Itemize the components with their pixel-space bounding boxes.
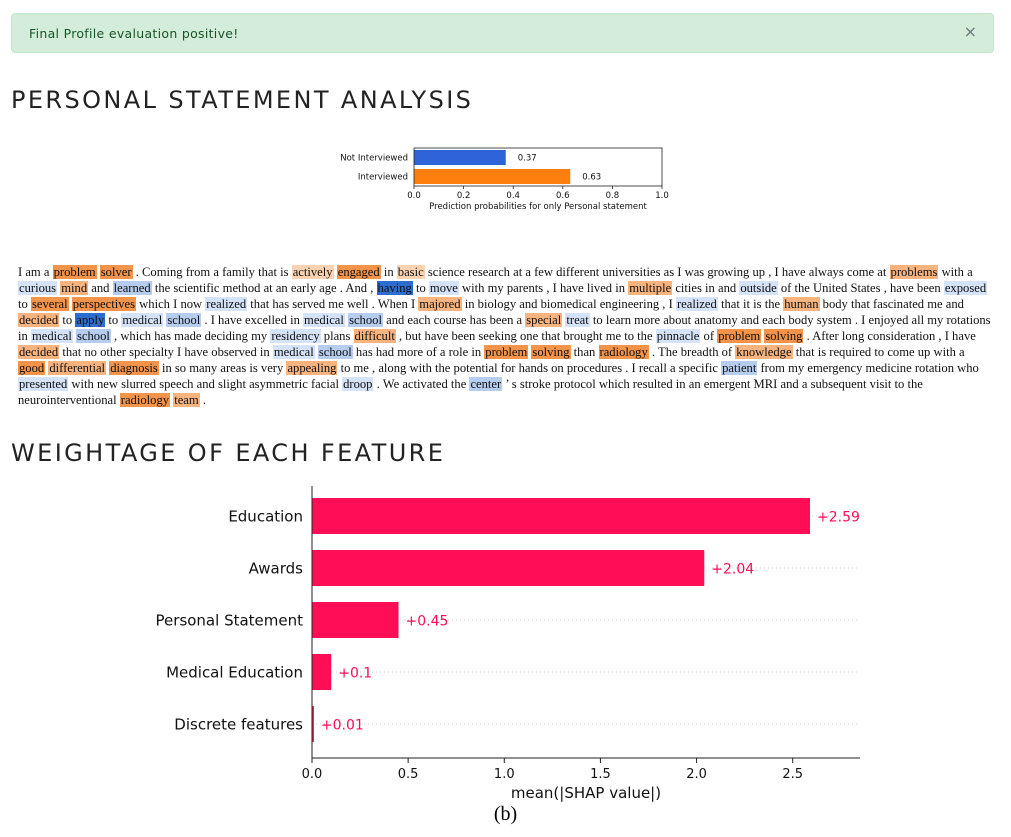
section-title-personal-statement: PERSONAL STATEMENT ANALYSIS [11, 86, 474, 114]
prediction-probability-chart: Not Interviewed 0.37 Interviewed 0.63 0.0 0.2… [340, 147, 669, 212]
highlighted-word: several [30, 297, 69, 311]
shap-bar [312, 706, 314, 742]
highlighted-word: droop [342, 377, 374, 391]
prob-value-label: 0.63 [582, 173, 601, 183]
highlighted-word: realized [205, 297, 248, 311]
highlighted-word: multiple [628, 281, 673, 295]
shap-bar [312, 654, 332, 690]
prob-bar [414, 150, 506, 165]
prob-x-tick-label: 0.8 [606, 191, 620, 201]
shap-x-axis-label: mean(|SHAP value|) [511, 784, 661, 802]
highlighted-word: curious [18, 281, 58, 295]
highlighted-word: majored [418, 297, 462, 311]
prob-category-label: Interviewed [358, 173, 408, 183]
shap-value-label: +0.1 [338, 666, 372, 682]
highlighted-word: learned [112, 281, 152, 295]
highlighted-word: pinnacle [655, 329, 701, 343]
highlighted-word: medical [272, 345, 315, 359]
highlighted-word: decided [18, 345, 60, 359]
highlighted-word: diagnosis [109, 361, 159, 375]
highlighted-word: treat [565, 313, 590, 327]
highlighted-word: problem [484, 345, 529, 359]
highlighted-word: problem [717, 329, 762, 343]
highlighted-word: school [348, 313, 383, 327]
highlighted-word: knowledge [735, 345, 793, 359]
shap-x-tick-label: 2.0 [686, 767, 707, 782]
highlighted-word: medical [121, 313, 164, 327]
highlighted-word: residency [270, 329, 321, 343]
highlighted-word: presented [18, 377, 69, 391]
highlighted-word: outside [739, 281, 778, 295]
shap-value-label: +0.45 [406, 614, 449, 630]
shap-value-label: +2.04 [711, 562, 754, 578]
shap-feature-label: Discrete features [174, 716, 303, 734]
shap-bar [312, 550, 705, 586]
highlighted-word: differential [48, 361, 107, 375]
shap-x-tick-label: 0.5 [398, 767, 419, 782]
highlighted-word: perspectives [71, 297, 137, 311]
success-alert: Final Profile evaluation positive! × [11, 13, 994, 53]
highlighted-word: decided [18, 313, 60, 327]
prob-x-axis-label: Prediction probabilities for only Person… [429, 202, 647, 212]
highlighted-word: special [525, 313, 563, 327]
shap-feature-label: Medical Education [166, 664, 303, 682]
highlighted-word: school [317, 345, 353, 359]
highlighted-word: radiology [598, 345, 649, 359]
shap-feature-label: Awards [249, 560, 304, 578]
highlighted-word: school [166, 313, 202, 327]
prob-category-label: Not Interviewed [340, 154, 408, 164]
highlighted-word: patient [721, 361, 758, 375]
shap-feature-label: Education [228, 508, 303, 526]
highlighted-word: solver [99, 265, 133, 279]
prob-x-tick-label: 0.0 [407, 191, 421, 201]
highlighted-word: realized [675, 297, 718, 311]
prob-axes-frame [413, 147, 663, 187]
figure-caption: (b) [493, 803, 518, 825]
prob-value-label: 0.37 [518, 154, 537, 164]
highlighted-word: mind [60, 281, 89, 295]
prob-x-tick-label: 0.2 [457, 191, 471, 201]
highlighted-word: solving [764, 329, 804, 343]
highlighted-word: team [173, 393, 200, 407]
shap-x-tick-label: 1.5 [590, 767, 611, 782]
highlighted-word: exposed [943, 281, 988, 295]
prob-x-tick-label: 1.0 [655, 191, 669, 201]
shap-bar [312, 602, 399, 638]
highlighted-word: basic [396, 265, 425, 279]
highlighted-word: apply [75, 313, 106, 327]
highlighted-word: solving [531, 345, 571, 359]
close-icon[interactable]: × [963, 22, 977, 41]
highlighted-word: radiology [119, 393, 171, 407]
shap-x-tick-label: 2.5 [782, 767, 803, 782]
alert-message: Final Profile evaluation positive! [29, 26, 239, 41]
shap-feature-label: Personal Statement [156, 612, 304, 630]
highlighted-word: having [376, 281, 413, 295]
highlighted-word: difficult [353, 329, 396, 343]
highlighted-word: appealing [286, 361, 338, 375]
shap-value-label: +2.59 [817, 510, 860, 526]
prob-x-tick-label: 0.6 [556, 191, 570, 201]
personal-statement-text: I am a problem solver . Coming from a fa… [18, 265, 991, 407]
shap-bar [312, 498, 811, 534]
highlighted-word: medical [30, 329, 73, 343]
shap-value-label: +0.01 [321, 718, 364, 734]
prob-x-tick-label: 0.4 [506, 191, 520, 201]
shap-x-tick-label: 1.0 [494, 767, 515, 782]
highlighted-word: problem [52, 265, 97, 279]
shap-x-tick-label: 0.0 [302, 767, 323, 782]
highlighted-word: medical [303, 313, 345, 327]
highlighted-word: problems [889, 265, 939, 279]
shap-feature-chart: Education +2.59 Awards +2.04 Personal Statem… [156, 486, 860, 802]
highlighted-word: school [75, 329, 111, 343]
highlighted-word: human [783, 297, 820, 311]
highlighted-word: actively [291, 265, 334, 279]
highlighted-word: center [469, 377, 503, 391]
highlighted-word: engaged [336, 265, 381, 279]
prob-bar [414, 169, 571, 184]
highlighted-word: good [18, 361, 46, 375]
section-title-feature-weightage: WEIGHTAGE OF EACH FEATURE [11, 439, 446, 467]
highlighted-word: move [428, 281, 459, 295]
